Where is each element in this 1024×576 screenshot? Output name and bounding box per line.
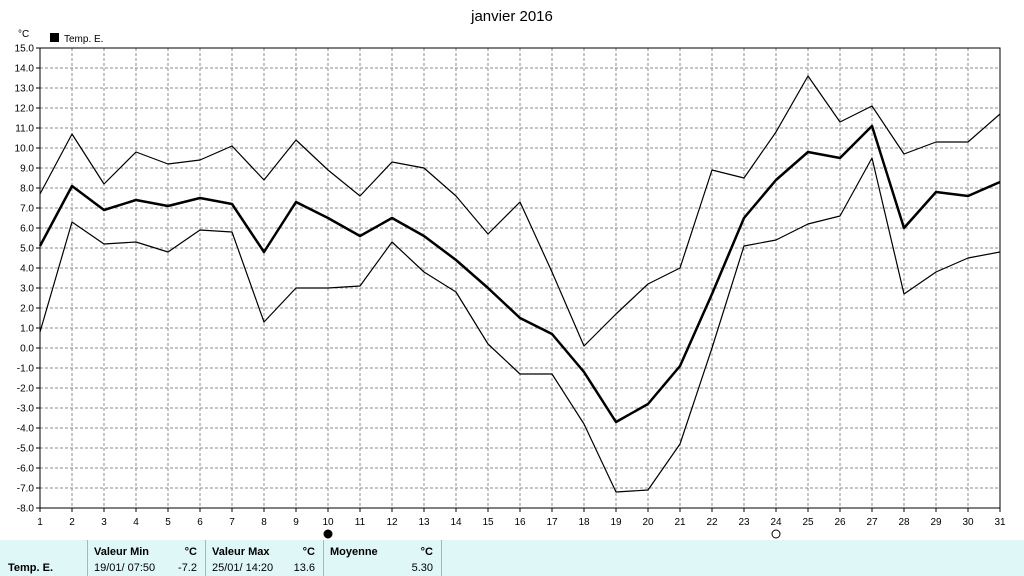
min-unit: °C — [184, 546, 197, 558]
x-axis: 1 2 3 4 5 6 7 8 9 10 11 12 13 14 15 16 17 18 19 20 21 22 23 24 2… — [37, 508, 1006, 528]
max-unit: °C — [302, 546, 315, 558]
y-tick-label: 6.0 — [20, 224, 34, 235]
x-tick-label: 18 — [578, 517, 590, 528]
y-tick-label: -7.0 — [17, 484, 35, 495]
x-tick-label: 3 — [101, 517, 107, 528]
x-tick-label: 7 — [229, 517, 235, 528]
x-tick-label: 14 — [450, 517, 462, 528]
stats-panel: Temp. E. Valeur Min °C 19/01/ 07:50 -7.2… — [0, 540, 1024, 576]
x-tick-label: 29 — [930, 517, 942, 528]
x-tick-label: 2 — [69, 517, 75, 528]
x-tick-label: 8 — [261, 517, 267, 528]
y-tick-label: -5.0 — [17, 444, 35, 455]
y-axis: 15.0 14.0 13.0 12.0 11.0 10.0 9.0 8.0 7.0 6.0 5.0 4… — [15, 44, 40, 515]
x-tick-label: 12 — [386, 517, 398, 528]
y-tick-label: -3.0 — [17, 404, 35, 415]
mean-value: 5.30 — [411, 562, 433, 574]
day-markers — [323, 529, 781, 539]
min-value: -7.2 — [178, 562, 197, 574]
stats-min-cell: Valeur Min °C 19/01/ 07:50 -7.2 — [88, 540, 206, 576]
y-tick-label: 3.0 — [20, 284, 34, 295]
x-tick-label: 31 — [994, 517, 1006, 528]
x-tick-label: 10 — [322, 517, 334, 528]
max-label: Valeur Max — [212, 546, 270, 558]
x-tick-label: 23 — [738, 517, 750, 528]
y-tick-label: -4.0 — [17, 424, 35, 435]
min-date: 19/01/ 07:50 — [94, 562, 156, 574]
legend-swatch — [50, 33, 59, 42]
x-tick-label: 20 — [642, 517, 654, 528]
y-axis-unit: °C — [18, 29, 29, 40]
temperature-chart: janvier 2016 °C Temp. E. 15.014.013.012.… — [15, 8, 1006, 539]
x-tick-label: 25 — [802, 517, 814, 528]
legend-label: Temp. E. — [64, 34, 103, 45]
x-tick-label: 22 — [706, 517, 718, 528]
x-tick-label: 27 — [866, 517, 878, 528]
y-tick-label: 12.0 — [15, 104, 35, 115]
y-tick-label: 13.0 — [15, 84, 35, 95]
x-tick-label: 21 — [674, 517, 686, 528]
y-tick-label: 5.0 — [20, 244, 34, 255]
y-tick-label: 14.0 — [15, 64, 35, 75]
filled-circle-icon — [323, 529, 333, 539]
y-tick-label: 7.0 — [20, 204, 34, 215]
y-tick-label: 2.0 — [20, 304, 34, 315]
max-date: 25/01/ 14:20 — [212, 562, 274, 574]
x-tick-label: 30 — [962, 517, 974, 528]
mean-label: Moyenne — [330, 546, 378, 558]
stats-series-cell: Temp. E. — [0, 540, 88, 576]
x-tick-label: 6 — [197, 517, 203, 528]
mean-unit: °C — [420, 546, 433, 558]
y-tick-label: -2.0 — [17, 384, 35, 395]
x-tick-label: 28 — [898, 517, 910, 528]
open-circle-icon — [771, 529, 781, 539]
x-tick-label: 26 — [834, 517, 846, 528]
x-tick-label: 17 — [546, 517, 558, 528]
y-tick-label: 4.0 — [20, 264, 34, 275]
x-tick-label: 15 — [482, 517, 494, 528]
y-tick-label: 11.0 — [15, 124, 34, 135]
chart-title: janvier 2016 — [470, 8, 553, 25]
y-tick-label: 9.0 — [20, 164, 34, 175]
x-tick-label: 19 — [610, 517, 622, 528]
max-value: 13.6 — [293, 562, 315, 574]
y-tick-label: -8.0 — [17, 504, 35, 515]
y-tick-label: 8.0 — [20, 184, 34, 195]
x-tick-label: 4 — [133, 517, 139, 528]
min-label: Valeur Min — [94, 546, 150, 558]
x-tick-label: 9 — [293, 517, 299, 528]
grid — [40, 48, 1000, 508]
y-tick-label: 0.0 — [20, 344, 34, 355]
series-line-min — [39, 157, 1001, 493]
x-tick-label: 24 — [770, 517, 782, 528]
series-line-mean — [38, 124, 1001, 424]
x-tick-label: 11 — [355, 517, 366, 528]
y-tick-label: 15.0 — [15, 44, 35, 55]
stats-mean-cell: Moyenne °C 5.30 — [324, 540, 442, 576]
stats-max-cell: Valeur Max °C 25/01/ 14:20 13.6 — [206, 540, 324, 576]
series-lines — [38, 75, 1001, 493]
x-tick-label: 13 — [418, 517, 430, 528]
stats-series-name: Temp. E. — [8, 562, 54, 574]
y-tick-label: -6.0 — [17, 464, 35, 475]
y-tick-label: -1.0 — [17, 364, 35, 375]
series-line-max — [39, 75, 1001, 347]
x-tick-label: 1 — [37, 517, 43, 528]
x-tick-label: 16 — [514, 517, 526, 528]
y-tick-label: 1.0 — [20, 324, 34, 335]
x-tick-label: 5 — [165, 517, 171, 528]
y-tick-label: 10.0 — [15, 144, 35, 155]
